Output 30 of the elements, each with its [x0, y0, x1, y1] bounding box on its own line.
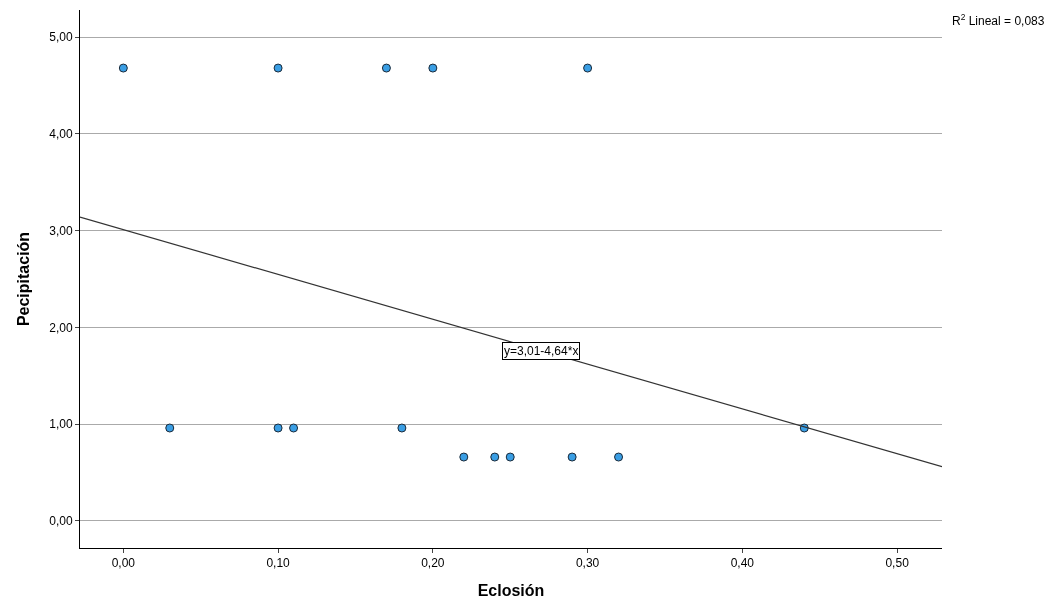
- point: [567, 452, 577, 462]
- y-tick-label: 5,00: [49, 30, 73, 45]
- point: [428, 63, 438, 73]
- x-tick-label: 0,50: [885, 556, 910, 571]
- point: [165, 423, 175, 433]
- x-tick-label: 0,00: [111, 556, 136, 571]
- y-tick-label: 0,00: [49, 514, 73, 529]
- point: [273, 423, 283, 433]
- point: [459, 452, 469, 462]
- y-axis-title: Pecipitación: [15, 231, 33, 327]
- point: [381, 63, 391, 73]
- point: [289, 423, 299, 433]
- point: [583, 63, 593, 73]
- x-tick-label: 0,40: [730, 556, 755, 571]
- point: [273, 63, 283, 73]
- y-tick-label: 3,00: [49, 223, 73, 238]
- point: [490, 452, 500, 462]
- point: [397, 423, 407, 433]
- point: [505, 452, 515, 462]
- x-tick-label: 0,30: [575, 556, 600, 571]
- point: [118, 63, 128, 73]
- point: [614, 452, 624, 462]
- x-tick-label: 0,10: [266, 556, 291, 571]
- y-tick-label: 1,00: [49, 417, 73, 432]
- y-tick-label: 4,00: [49, 127, 73, 142]
- y-tick-label: 2,00: [49, 320, 73, 335]
- x-tick-label: 0,20: [421, 556, 445, 571]
- annotation: y=3,01-4,64*x: [504, 344, 579, 358]
- text: R$^{2}$ Lineal = 0,083: [952, 12, 1045, 29]
- x-axis-title: Eclosión: [477, 582, 545, 600]
